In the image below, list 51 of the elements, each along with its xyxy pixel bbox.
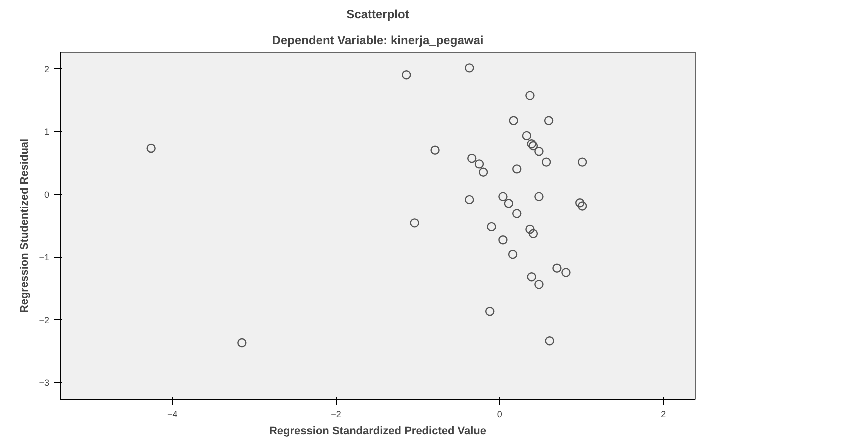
point xyxy=(576,198,585,208)
point xyxy=(465,195,474,205)
point xyxy=(486,307,495,316)
point xyxy=(512,209,522,218)
point xyxy=(508,250,518,260)
point xyxy=(578,158,588,167)
point xyxy=(410,218,420,228)
point xyxy=(534,192,544,202)
x-tick-label: 0 xyxy=(497,410,502,420)
point xyxy=(534,280,544,290)
point xyxy=(504,199,514,208)
point xyxy=(526,91,535,100)
point xyxy=(562,268,571,278)
y-tick-label: −3 xyxy=(39,378,50,388)
point xyxy=(146,144,156,154)
point xyxy=(430,146,440,155)
point xyxy=(542,158,552,167)
point xyxy=(528,141,538,151)
y-tick-label: −2 xyxy=(39,315,50,326)
point xyxy=(468,154,477,164)
point xyxy=(534,147,544,156)
point xyxy=(465,64,474,73)
y-tick-label: 1 xyxy=(44,127,50,138)
chart-subtitle: Dependent Variable: kinerja_pegawai xyxy=(272,34,484,48)
y-axis-title: Regression Studentized Residual xyxy=(19,138,32,314)
point xyxy=(578,202,588,211)
point xyxy=(238,338,247,348)
point xyxy=(527,272,536,282)
y-tick-label: 2 xyxy=(44,64,50,74)
y-tick-label: −1 xyxy=(39,252,50,263)
point xyxy=(512,164,522,174)
x-axis-title: Regression Standardized Predicted Value xyxy=(269,426,487,438)
point xyxy=(522,131,532,141)
point xyxy=(527,140,536,149)
x-tick-label: −4 xyxy=(167,410,178,420)
x-tick-label: −2 xyxy=(331,410,342,420)
point xyxy=(545,336,554,346)
point xyxy=(528,229,538,238)
x-tick-label: 2 xyxy=(661,410,666,420)
point xyxy=(402,70,412,80)
point xyxy=(487,222,496,232)
point xyxy=(474,160,484,169)
point xyxy=(544,116,554,126)
point xyxy=(498,236,508,245)
point xyxy=(478,168,488,177)
point xyxy=(552,264,562,273)
point xyxy=(526,224,535,234)
point xyxy=(509,116,518,126)
y-tick-label: 0 xyxy=(44,190,50,200)
chart-title: Scatterplot xyxy=(346,8,410,22)
point xyxy=(498,192,508,202)
